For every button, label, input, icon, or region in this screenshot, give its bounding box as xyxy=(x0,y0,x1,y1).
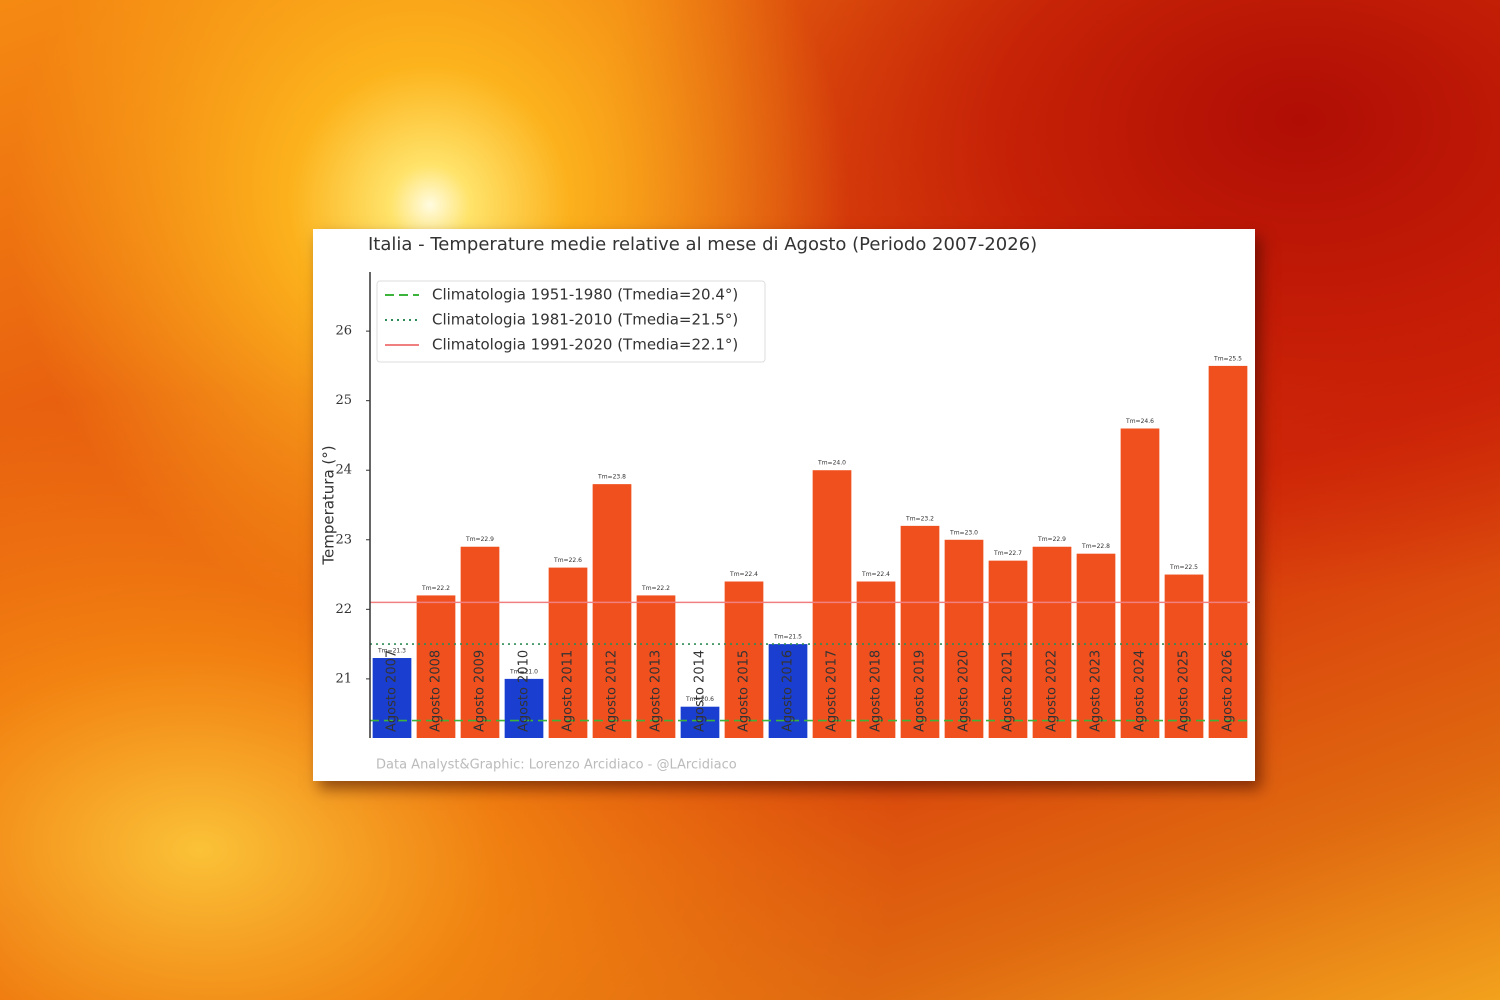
value-label: Tm=22.4 xyxy=(729,571,758,578)
x-tick-label: Agosto 2009 xyxy=(473,650,488,732)
value-label: Tm=23.0 xyxy=(949,529,978,536)
x-tick-label: Agosto 2012 xyxy=(605,650,620,732)
legend-label: Climatologia 1991-2020 (Tmedia=22.1°) xyxy=(432,336,738,354)
value-label: Tm=23.2 xyxy=(905,515,934,522)
y-tick-label: 24 xyxy=(335,463,352,478)
value-label: Tm=21.3 xyxy=(377,648,406,655)
footer: Data Analyst&Graphic: Lorenzo Arcidiaco … xyxy=(376,758,737,773)
value-label: Tm=21.0 xyxy=(509,668,538,675)
x-tick-label: Agosto 2010 xyxy=(517,650,532,732)
chart-title: Italia - Temperature medie relative al m… xyxy=(368,234,1037,255)
bar xyxy=(548,567,588,738)
bar xyxy=(900,525,940,738)
x-tick-label: Agosto 2022 xyxy=(1045,650,1060,732)
bar xyxy=(1208,365,1248,738)
x-tick-label: Agosto 2026 xyxy=(1221,650,1236,732)
x-tick-label: Agosto 2017 xyxy=(825,650,840,732)
legend-label: Climatologia 1951-1980 (Tmedia=20.4°) xyxy=(432,286,738,304)
y-tick-label: 26 xyxy=(335,324,352,339)
bar xyxy=(680,706,720,738)
bar xyxy=(460,546,500,738)
value-label: Tm=22.9 xyxy=(1037,536,1066,543)
x-tick-label: Agosto 2025 xyxy=(1177,650,1192,732)
value-label: Tm=22.6 xyxy=(553,557,582,564)
x-tick-label: Agosto 2020 xyxy=(957,650,972,732)
y-tick-label: 21 xyxy=(335,671,352,686)
bar xyxy=(592,484,632,738)
value-label: Tm=22.8 xyxy=(1081,543,1110,550)
bar xyxy=(372,658,412,738)
value-label: Tm=22.4 xyxy=(861,571,890,578)
bar xyxy=(988,560,1028,738)
bar xyxy=(812,470,852,738)
x-tick-label: Agosto 2014 xyxy=(693,650,708,732)
value-label: Tm=22.9 xyxy=(465,536,494,543)
x-tick-label: Agosto 2013 xyxy=(649,650,664,732)
bar xyxy=(768,644,808,738)
y-axis-label: Temperatura (°) xyxy=(320,445,338,565)
legend-box xyxy=(376,280,766,363)
bar xyxy=(636,595,676,738)
value-label: Tm=23.8 xyxy=(597,474,626,481)
x-tick-label: Agosto 2021 xyxy=(1001,650,1016,732)
bar xyxy=(724,581,764,738)
value-label: Tm=22.2 xyxy=(641,585,670,592)
bar xyxy=(416,595,456,738)
value-label: Tm=24.0 xyxy=(817,460,846,467)
legend-label: Climatologia 1981-2010 (Tmedia=21.5°) xyxy=(432,311,738,329)
value-label: Tm=20.6 xyxy=(685,696,714,703)
value-label: Tm=22.5 xyxy=(1169,564,1198,571)
y-tick-label: 23 xyxy=(335,532,352,547)
y-tick-label: 22 xyxy=(335,602,352,617)
value-label: Tm=22.2 xyxy=(421,585,450,592)
value-label: Tm=25.5 xyxy=(1213,355,1242,362)
y-tick-label: 25 xyxy=(335,393,352,408)
value-label: Tm=22.7 xyxy=(993,550,1022,557)
x-tick-label: Agosto 2018 xyxy=(869,650,884,732)
bar xyxy=(856,581,896,738)
value-label: Tm=24.6 xyxy=(1125,418,1154,425)
bar xyxy=(504,678,544,738)
x-tick-label: Agosto 2007 xyxy=(385,650,400,732)
x-tick-label: Agosto 2011 xyxy=(561,650,576,732)
x-tick-label: Agosto 2019 xyxy=(913,650,928,732)
x-tick-label: Agosto 2008 xyxy=(429,650,444,732)
bar xyxy=(1032,546,1072,738)
x-tick-label: Agosto 2024 xyxy=(1133,650,1148,732)
x-tick-label: Agosto 2015 xyxy=(737,650,752,732)
x-tick-label: Agosto 2016 xyxy=(781,650,796,732)
bar xyxy=(944,539,984,738)
bar xyxy=(1120,428,1160,738)
bar xyxy=(1076,553,1116,738)
value-label: Tm=21.5 xyxy=(773,634,802,641)
x-tick-label: Agosto 2023 xyxy=(1089,650,1104,732)
